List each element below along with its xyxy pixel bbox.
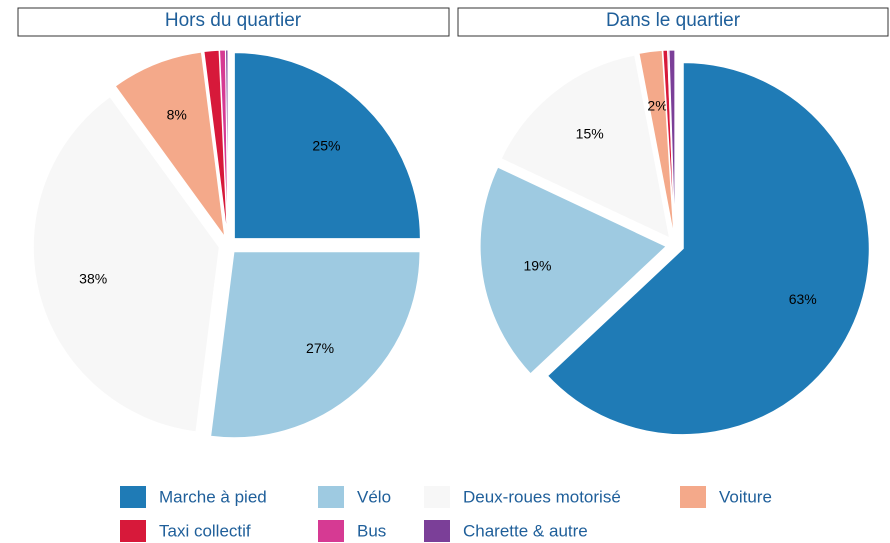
slice-label: 15% — [576, 126, 604, 142]
legend-swatch — [318, 486, 344, 508]
legend-label: Marche à pied — [159, 487, 267, 506]
slice-label: 19% — [523, 257, 551, 273]
pie-slice — [479, 166, 667, 375]
pie-slice — [210, 251, 421, 439]
slice-label: 25% — [312, 137, 340, 153]
legend-swatch — [120, 520, 146, 542]
legend-swatch — [424, 520, 450, 542]
legend-label: Bus — [357, 521, 386, 540]
pie-slice — [546, 62, 870, 436]
pie-slice — [32, 96, 220, 433]
legend-label: Deux-roues motorisé — [463, 487, 621, 506]
title-box — [17, 7, 450, 37]
legend-swatch — [120, 486, 146, 508]
legend-label: Vélo — [357, 487, 391, 506]
slice-label: 27% — [306, 340, 334, 356]
chart-title: Hors du quartier — [165, 10, 302, 31]
pie-slice — [500, 54, 671, 239]
legend-label: Charette & autre — [463, 521, 588, 540]
pie-slice — [114, 51, 226, 237]
pie-slice — [203, 49, 228, 237]
slice-label: 38% — [79, 270, 107, 286]
slice-label: 2% — [647, 98, 667, 114]
legend-label: Taxi collectif — [159, 521, 251, 540]
pie-slice — [668, 49, 676, 237]
pie-slice — [233, 52, 421, 240]
slice-label: 63% — [789, 291, 817, 307]
pie-slice — [225, 49, 229, 237]
legend-swatch — [680, 486, 706, 508]
pie-slice — [638, 49, 675, 237]
legend-swatch — [318, 520, 344, 542]
slice-label: 8% — [167, 106, 187, 122]
legend-swatch — [424, 486, 450, 508]
chart-title: Dans le quartier — [606, 10, 741, 31]
title-box — [457, 7, 889, 37]
legend-label: Voiture — [719, 487, 772, 506]
